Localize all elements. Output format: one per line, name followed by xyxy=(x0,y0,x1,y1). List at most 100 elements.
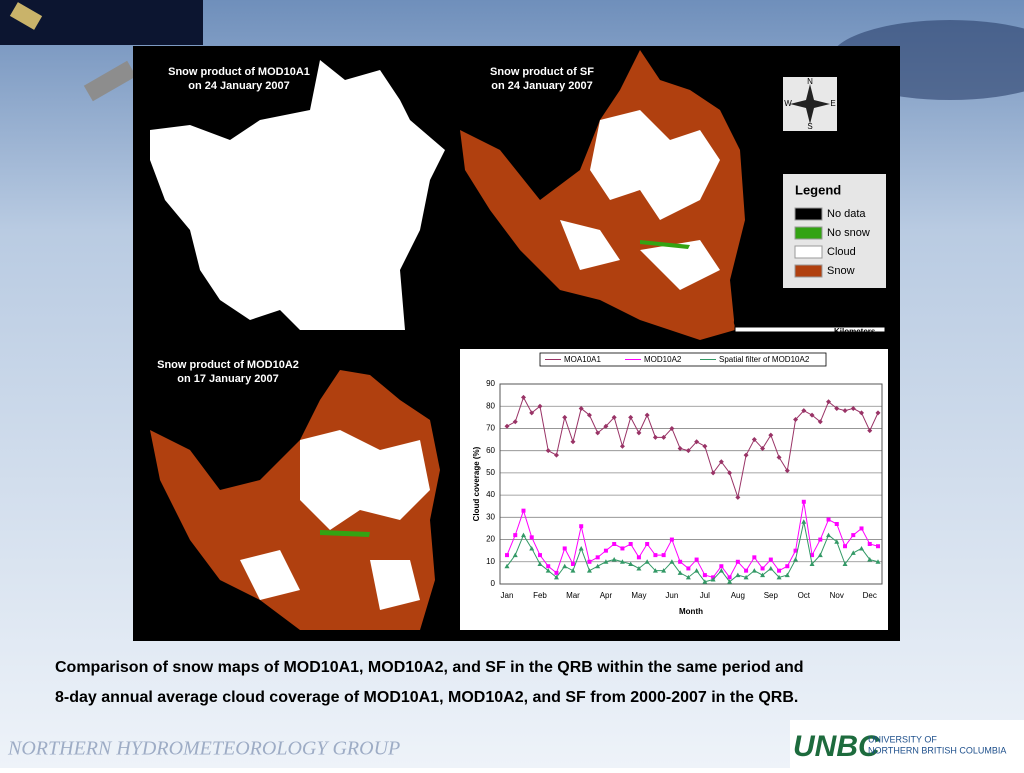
legend-label: No snow xyxy=(827,227,870,239)
plot-frame xyxy=(499,383,883,585)
point xyxy=(677,570,683,575)
logo-text: UNIVERSITY OF xyxy=(868,734,937,744)
point xyxy=(760,566,765,571)
point xyxy=(735,572,741,578)
point xyxy=(776,574,782,580)
point xyxy=(545,448,551,454)
point xyxy=(743,574,749,580)
chart-legend-label: Spatial filter of MOD10A2 xyxy=(719,355,810,364)
point xyxy=(669,425,675,431)
point xyxy=(513,533,518,538)
map-title: on 17 January 2007 xyxy=(177,373,279,385)
legend-swatch xyxy=(794,226,823,240)
map-nosnow xyxy=(320,530,370,537)
point xyxy=(678,559,683,564)
y-tick-label: 60 xyxy=(486,446,495,455)
map-nosnow xyxy=(640,240,690,249)
x-tick-label: Jul xyxy=(700,591,710,600)
x-tick-label: Apr xyxy=(600,591,613,600)
compass-label: W xyxy=(784,99,792,108)
logo-mark: UNBC xyxy=(793,730,881,763)
point xyxy=(620,546,625,551)
point xyxy=(727,470,733,476)
footer: NORTHERN HYDROMETEOROLOGY GROUP xyxy=(7,738,400,760)
point xyxy=(669,537,674,542)
point xyxy=(768,557,773,562)
y-tick-label: 40 xyxy=(486,490,495,499)
point xyxy=(735,559,740,564)
point xyxy=(512,552,518,558)
point xyxy=(562,546,567,551)
point xyxy=(661,568,667,573)
point xyxy=(652,568,658,573)
compass-rose xyxy=(790,84,830,124)
point xyxy=(793,557,799,562)
point xyxy=(826,399,832,405)
point xyxy=(793,548,798,553)
point xyxy=(628,414,634,420)
point xyxy=(850,405,856,411)
series-line xyxy=(506,396,879,500)
point xyxy=(867,428,873,434)
y-tick-label: 70 xyxy=(486,424,495,433)
point xyxy=(686,566,691,571)
scale-unit: Kilometers xyxy=(834,327,876,336)
compass-label: S xyxy=(807,122,812,131)
point xyxy=(809,561,815,566)
point xyxy=(784,572,790,578)
x-tick-label: Dec xyxy=(863,591,877,600)
point xyxy=(595,430,601,436)
point xyxy=(504,563,510,569)
point xyxy=(752,555,757,560)
chart-box xyxy=(460,349,888,630)
legend-swatch xyxy=(794,207,823,221)
map-title: on 24 January 2007 xyxy=(188,80,290,92)
point xyxy=(702,443,708,449)
point xyxy=(619,559,625,564)
x-tick-label: Mar xyxy=(566,591,580,600)
point xyxy=(710,470,716,476)
point xyxy=(636,555,641,560)
scale-label: 12.5 xyxy=(751,317,769,327)
point xyxy=(520,394,526,400)
point xyxy=(842,561,848,566)
y-tick-label: 30 xyxy=(486,512,495,521)
point xyxy=(793,417,799,423)
point xyxy=(718,459,724,465)
point xyxy=(826,532,832,538)
point xyxy=(595,555,600,560)
point xyxy=(529,410,535,416)
point xyxy=(768,432,774,438)
point xyxy=(751,568,757,573)
point xyxy=(834,405,840,411)
point xyxy=(719,564,724,569)
compass-label: E xyxy=(830,99,835,108)
x-tick-label: Nov xyxy=(830,591,844,600)
point xyxy=(645,542,650,546)
point xyxy=(851,533,856,538)
point xyxy=(644,412,650,418)
point xyxy=(784,468,790,474)
satellite-icon xyxy=(83,60,137,102)
point xyxy=(553,452,559,458)
map-title: on 24 January 2007 xyxy=(491,80,593,92)
x-axis-title: Month xyxy=(679,607,703,616)
point xyxy=(777,568,782,573)
point xyxy=(694,439,700,445)
x-tick-label: May xyxy=(631,591,646,600)
point xyxy=(768,565,774,571)
point xyxy=(570,562,575,566)
point xyxy=(619,443,625,449)
series-line xyxy=(506,521,879,583)
point xyxy=(760,572,766,578)
point xyxy=(776,454,782,460)
series-line xyxy=(506,501,879,579)
logo-text: NORTHERN BRITISH COLUMBIA xyxy=(868,745,1006,755)
point xyxy=(785,564,790,569)
caption: 8-day annual average cloud coverage of M… xyxy=(55,689,798,706)
point xyxy=(694,557,699,562)
point xyxy=(570,568,576,573)
y-tick-label: 20 xyxy=(486,535,495,544)
point xyxy=(570,439,576,445)
point xyxy=(603,548,608,553)
